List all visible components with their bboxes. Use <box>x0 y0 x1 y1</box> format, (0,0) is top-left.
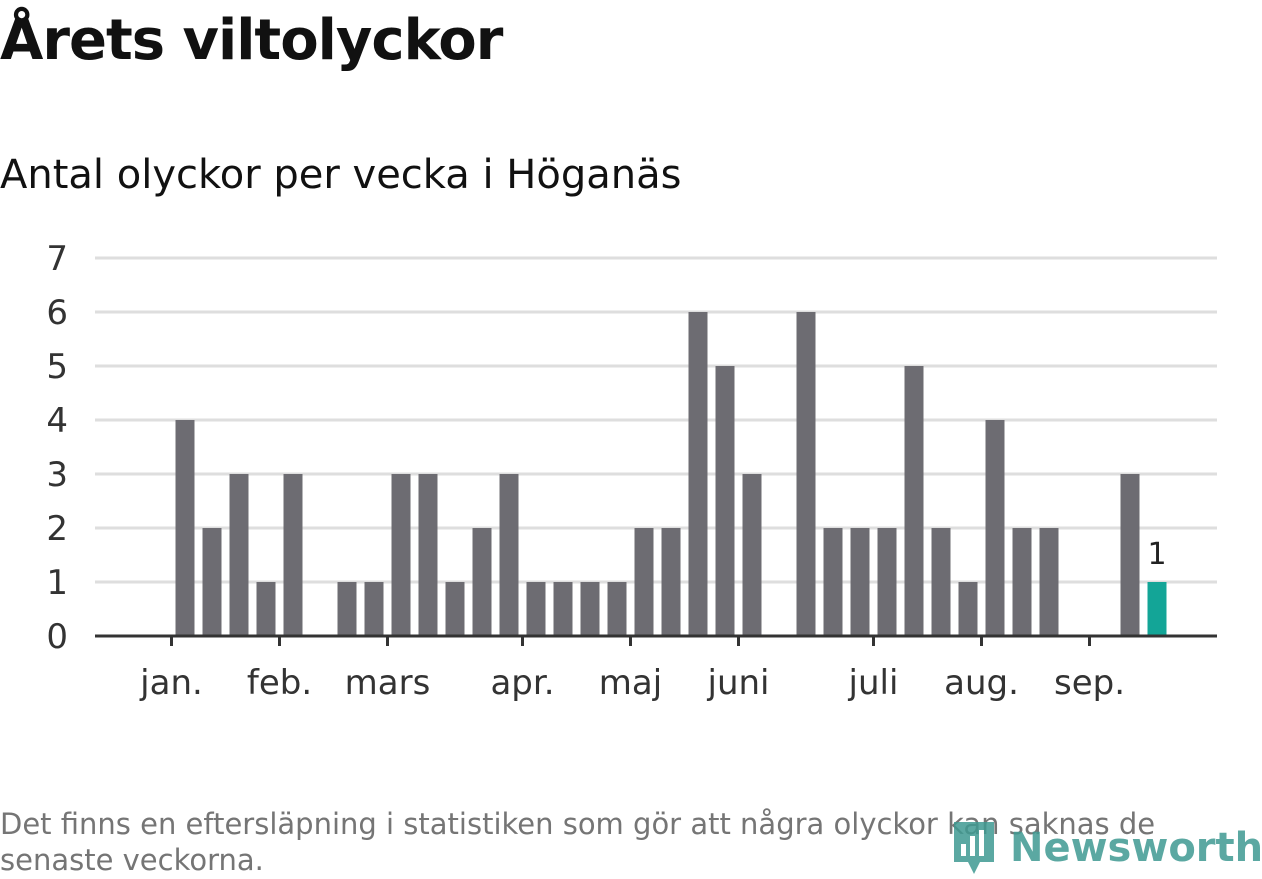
bar <box>1039 528 1059 636</box>
x-tick-label: apr. <box>490 663 554 703</box>
y-axis-ticks: 0 1 2 3 4 5 6 7 <box>46 239 68 657</box>
bar <box>445 582 465 636</box>
y-tick-label: 2 <box>46 509 68 549</box>
chart-subtitle: Antal olyckor per vecka i Höganäs <box>0 152 682 198</box>
bar <box>661 528 681 636</box>
bar <box>526 582 546 636</box>
bar <box>202 528 222 636</box>
x-axis-ticks: jan. feb. mars apr. maj juni juli aug. sep. <box>139 636 1125 703</box>
x-tick-label: feb. <box>247 663 312 703</box>
x-tick-label: jan. <box>139 663 203 703</box>
bar <box>931 528 951 636</box>
y-tick-label: 0 <box>46 617 68 657</box>
bar <box>418 474 438 636</box>
bar <box>1012 528 1032 636</box>
x-tick-label: maj <box>599 663 662 703</box>
bar <box>283 474 303 636</box>
bar <box>715 366 735 636</box>
newsworthy-logo: Newsworthy <box>950 818 1262 878</box>
bar <box>634 528 654 636</box>
chart-title: Årets viltolyckor <box>0 8 503 73</box>
bar <box>958 582 978 636</box>
y-tick-label: 1 <box>46 563 68 603</box>
x-tick-label: mars <box>345 663 431 703</box>
bar <box>472 528 492 636</box>
bar <box>580 582 600 636</box>
x-tick-label: aug. <box>944 663 1019 703</box>
y-tick-label: 4 <box>46 401 68 441</box>
bar <box>850 528 870 636</box>
bar <box>742 474 762 636</box>
bar <box>688 312 708 636</box>
bar-current-week <box>1147 582 1167 636</box>
y-tick-label: 6 <box>46 293 68 333</box>
newsworthy-logo-icon <box>954 822 994 874</box>
bar <box>877 528 897 636</box>
bar <box>256 582 276 636</box>
x-tick-label: juni <box>707 663 770 703</box>
bar <box>553 582 573 636</box>
data-labels: 1 <box>1147 537 1166 572</box>
bar <box>1120 474 1140 636</box>
brand-name: Newsworthy <box>1010 825 1262 871</box>
bar <box>175 420 195 636</box>
y-tick-label: 7 <box>46 239 68 279</box>
bar <box>364 582 384 636</box>
bar <box>607 582 627 636</box>
bar <box>229 474 249 636</box>
x-tick-label: juli <box>848 663 899 703</box>
y-tick-label: 5 <box>46 347 68 387</box>
bar <box>391 474 411 636</box>
bar <box>337 582 357 636</box>
bars <box>175 312 1167 636</box>
bar <box>499 474 519 636</box>
y-tick-label: 3 <box>46 455 68 495</box>
gridlines <box>95 256 1217 584</box>
bar <box>823 528 843 636</box>
bar <box>985 420 1005 636</box>
data-label-current-week: 1 <box>1147 537 1166 572</box>
bar <box>904 366 924 636</box>
bar <box>796 312 816 636</box>
x-tick-label: sep. <box>1054 663 1125 703</box>
